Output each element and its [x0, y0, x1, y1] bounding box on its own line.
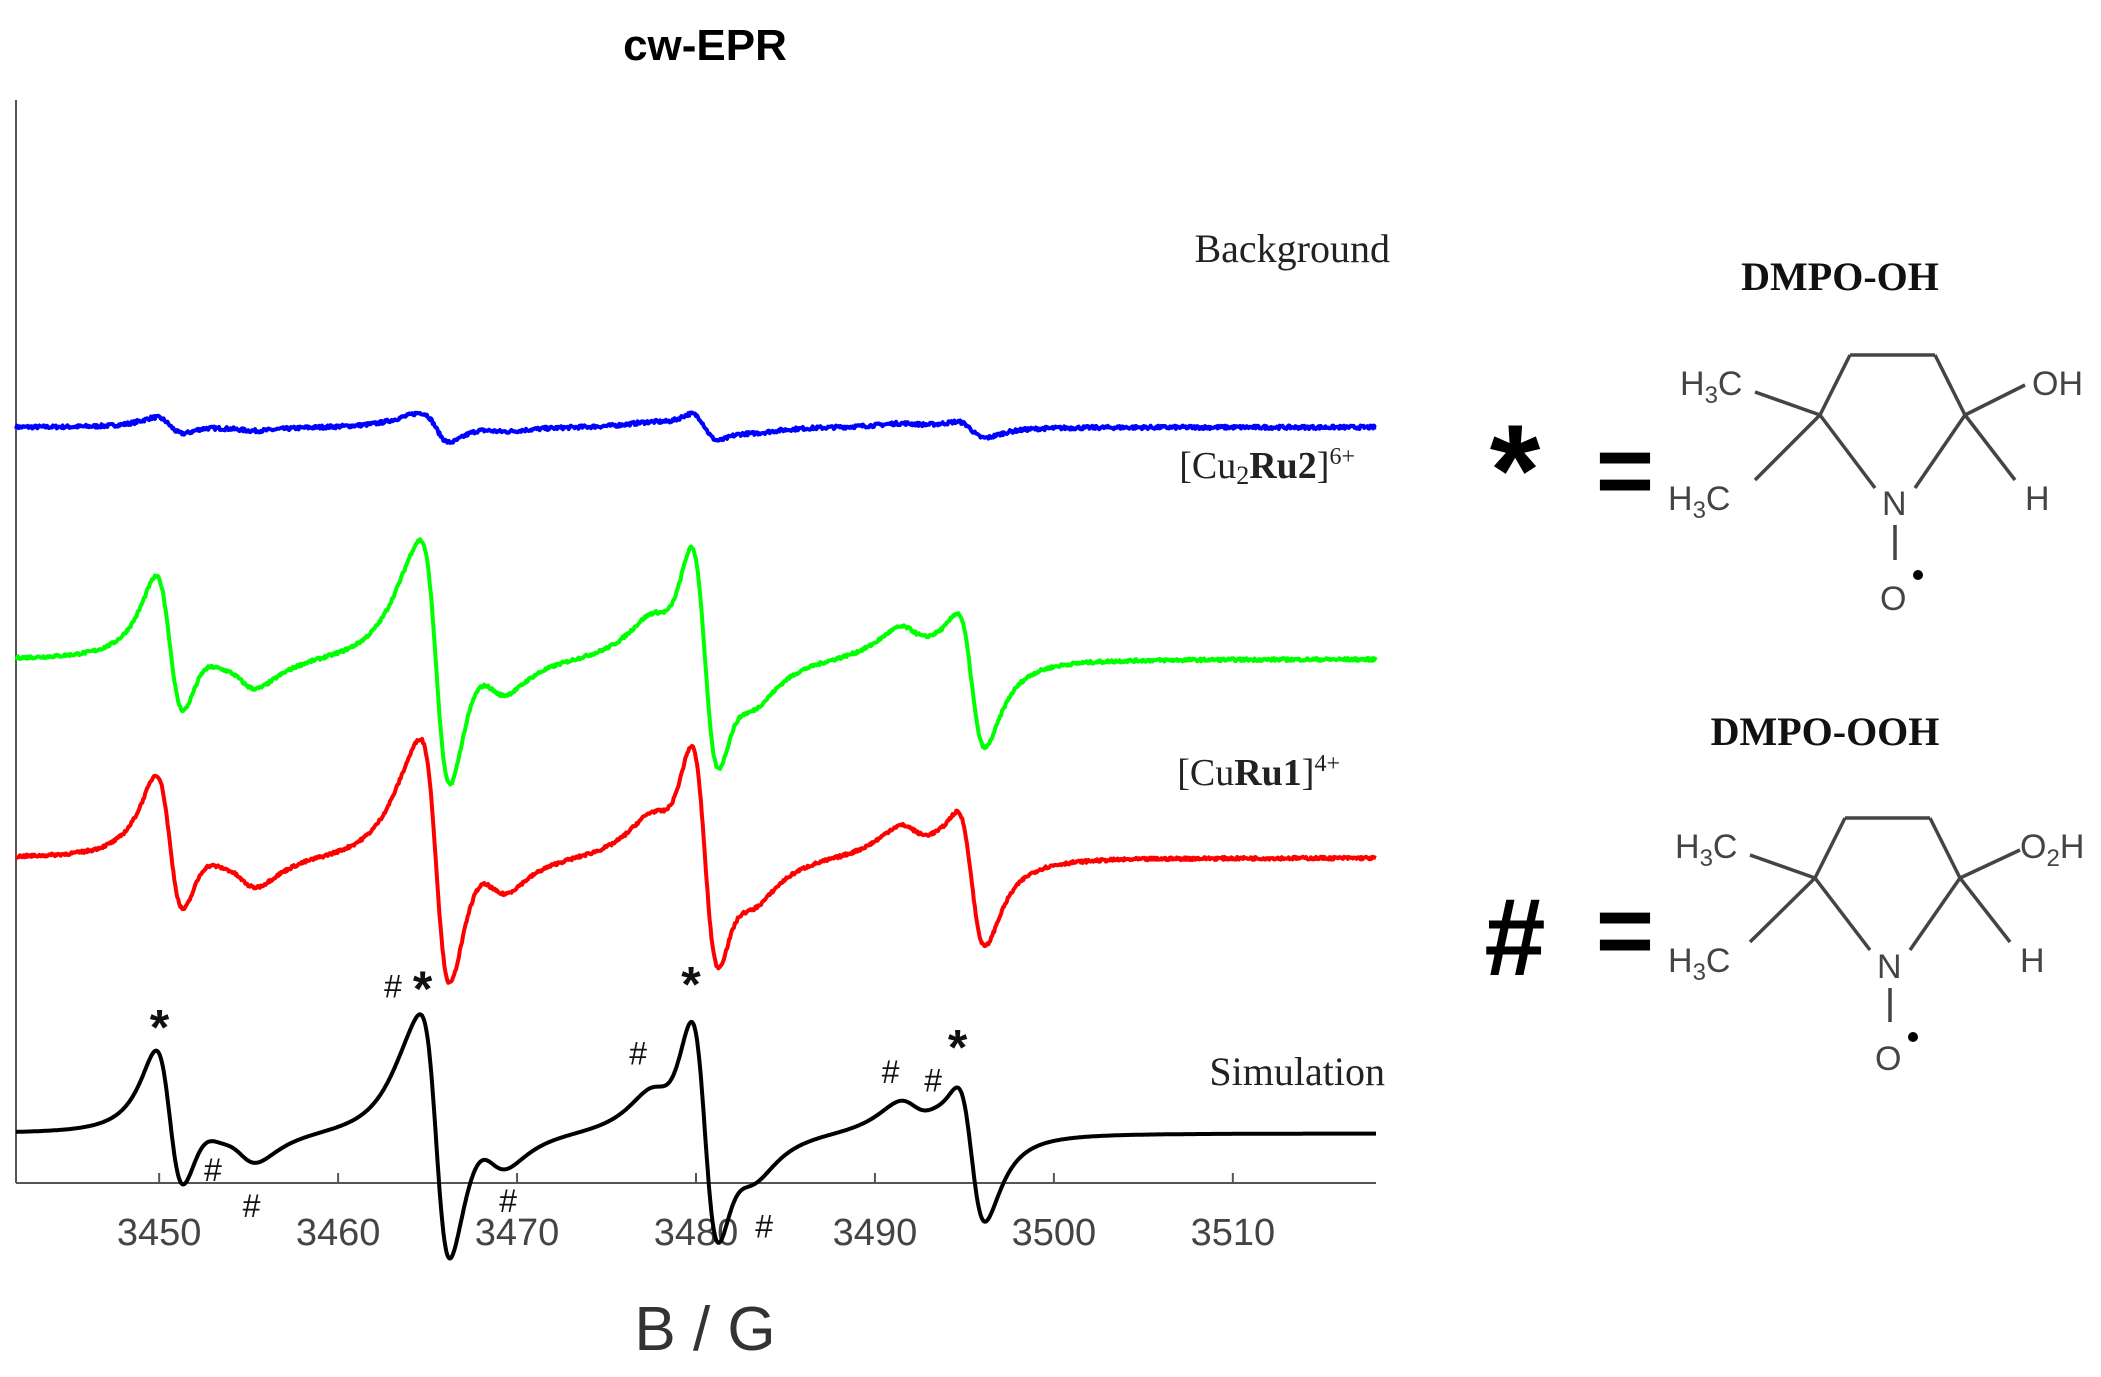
ooh-h3c-bottom: H3C	[1668, 942, 1730, 986]
label-curu1: [CuRu1]4+	[1177, 751, 1340, 794]
oh-h: H	[2025, 480, 2050, 518]
series-group	[14, 410, 1378, 1261]
dmpo-oh-structure	[1753, 353, 2026, 560]
hash-marker: #	[499, 1183, 517, 1219]
peak-markers: ** **### ### ##	[150, 957, 968, 1245]
hash-symbol: #	[1484, 876, 1545, 999]
x-ticks: 3450 3460 3470 3480 3490 3500 3510	[117, 1173, 1275, 1254]
ooh-h: H	[2020, 942, 2045, 980]
x-tick-label: 3460	[296, 1212, 381, 1254]
series-line-cu2ru2	[14, 537, 1378, 787]
x-axis-label: B / G	[634, 1295, 775, 1364]
ooh-equals: =	[1596, 875, 1654, 987]
oh-o: O	[1880, 580, 1906, 618]
plot-area: 3450 3460 3470 3480 3490 3500 3510 ** **### ### #…	[14, 100, 1378, 1261]
x-tick-label: 3500	[1012, 1212, 1097, 1254]
hash-marker: #	[204, 1152, 222, 1188]
star-marker: *	[681, 957, 701, 1013]
dmpo-ooh-title: DMPO-OOH	[1711, 709, 1940, 754]
ooh-n: N	[1877, 948, 1902, 986]
hash-marker: #	[384, 968, 402, 1004]
oh-equals: =	[1596, 415, 1654, 527]
star-symbol: *	[1490, 397, 1541, 543]
oh-h3c-top: H3C	[1680, 365, 1742, 409]
oh-h3c-bottom: H3C	[1668, 480, 1730, 524]
key-dmpo-ooh: DMPO-OOH # = H3C H3C O2H H N O	[1484, 709, 2084, 1078]
chart-title: cw-EPR	[623, 21, 787, 70]
ooh-o2h: O2H	[2020, 828, 2084, 872]
series-line-simulation	[15, 1012, 1377, 1261]
hash-marker: #	[243, 1188, 261, 1224]
ooh-o: O	[1875, 1040, 1901, 1078]
hash-marker: #	[629, 1036, 647, 1072]
star-marker: *	[948, 1019, 968, 1075]
star-marker: *	[413, 961, 433, 1017]
ooh-radical-dot	[1908, 1032, 1918, 1042]
oh-n: N	[1882, 485, 1907, 523]
x-tick-label: 3470	[475, 1212, 560, 1254]
oh-radical-dot	[1913, 570, 1923, 580]
series-line-curu1	[14, 736, 1377, 985]
series-line-background	[14, 410, 1377, 445]
label-background: Background	[1194, 226, 1390, 271]
hash-marker: #	[924, 1063, 942, 1099]
x-tick-label: 3450	[117, 1212, 202, 1254]
label-simulation: Simulation	[1209, 1049, 1385, 1094]
hash-marker: #	[755, 1208, 773, 1244]
ooh-h3c-top: H3C	[1675, 828, 1737, 872]
key-dmpo-oh: DMPO-OH * = H3C H3C OH H N O	[1490, 254, 2083, 618]
star-marker: *	[150, 999, 170, 1055]
x-tick-label: 3510	[1191, 1212, 1276, 1254]
dmpo-ooh-structure	[1748, 816, 2021, 1022]
x-tick-label: 3490	[833, 1212, 918, 1254]
oh-hydroxyl: OH	[2032, 365, 2083, 403]
dmpo-oh-title: DMPO-OH	[1741, 254, 1939, 299]
hash-marker: #	[882, 1054, 900, 1090]
label-cu2ru2: [Cu2Ru2]6+	[1179, 444, 1355, 490]
